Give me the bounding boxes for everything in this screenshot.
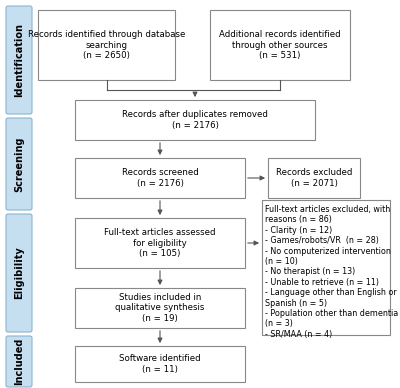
Text: Eligibility: Eligibility <box>14 247 24 300</box>
Text: Identification: Identification <box>14 23 24 97</box>
Text: Additional records identified
through other sources
(n = 531): Additional records identified through ot… <box>219 30 341 60</box>
Bar <box>268 158 360 198</box>
FancyBboxPatch shape <box>6 214 32 332</box>
FancyBboxPatch shape <box>6 118 32 210</box>
Bar <box>75 346 245 382</box>
Text: Included: Included <box>14 338 24 385</box>
Text: Records screened
(n = 2176): Records screened (n = 2176) <box>122 168 198 188</box>
Text: Records identified through database
searching
(n = 2650): Records identified through database sear… <box>28 30 185 60</box>
Bar <box>75 218 245 268</box>
Text: Software identified
(n = 11): Software identified (n = 11) <box>119 354 201 374</box>
Text: Full-text articles excluded, with
reasons (n = 86)
- Clarity (n = 12)
- Games/ro: Full-text articles excluded, with reason… <box>265 205 398 339</box>
FancyBboxPatch shape <box>6 6 32 114</box>
Text: Screening: Screening <box>14 136 24 192</box>
Bar <box>262 200 390 335</box>
Bar <box>38 10 175 80</box>
Text: Studies included in
qualitative synthesis
(n = 19): Studies included in qualitative synthesi… <box>115 293 205 323</box>
Text: Records excluded
(n = 2071): Records excluded (n = 2071) <box>276 168 352 188</box>
Bar <box>75 288 245 328</box>
Bar <box>210 10 350 80</box>
Bar <box>75 100 315 140</box>
Text: Full-text articles assessed
for eligibility
(n = 105): Full-text articles assessed for eligibil… <box>104 228 216 258</box>
FancyBboxPatch shape <box>6 336 32 387</box>
Bar <box>75 158 245 198</box>
Text: Records after duplicates removed
(n = 2176): Records after duplicates removed (n = 21… <box>122 110 268 130</box>
